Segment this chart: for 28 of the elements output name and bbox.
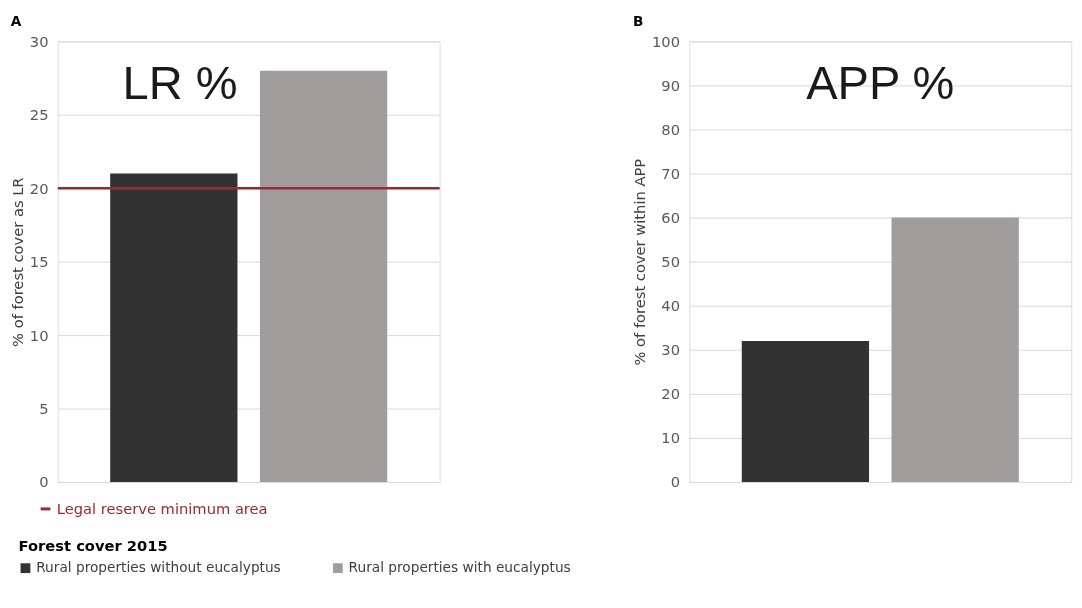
chart-subtitle: APP % — [806, 56, 955, 110]
y-tick-label: 80 — [661, 120, 681, 138]
y-tick-label: 40 — [661, 297, 681, 315]
y-tick-label: 20 — [29, 179, 49, 197]
y-tick-label: 50 — [661, 253, 681, 271]
y-tick-label: 30 — [29, 32, 49, 50]
y-tick-label: 0 — [39, 473, 49, 491]
chart-subtitle: LR % — [122, 56, 238, 110]
y-tick-label: 15 — [29, 253, 49, 271]
chart-title: A — [10, 12, 22, 29]
y-tick-label: 0 — [670, 473, 681, 491]
y-tick-label: 30 — [661, 341, 681, 359]
legend-title: Forest cover 2015 — [18, 536, 168, 554]
legend-label: Rural properties without eucalyptus — [36, 559, 281, 576]
y-tick-label: 5 — [39, 399, 49, 417]
y-tick-label: 100 — [652, 32, 681, 50]
chart-title: B — [632, 12, 644, 29]
y-tick-label: 20 — [661, 385, 681, 403]
y-axis-title: % of forest cover as LR — [8, 177, 26, 347]
y-tick-label: 70 — [661, 164, 681, 182]
y-tick-label: 60 — [661, 209, 681, 226]
y-tick-label: 90 — [661, 76, 681, 94]
legend-label: Rural properties with eucalyptus — [348, 559, 571, 576]
legend-label: Legal reserve minimum area — [56, 499, 268, 517]
y-tick-label: 25 — [29, 106, 49, 124]
y-axis-title: % of forest cover within APP — [631, 158, 649, 366]
y-tick-label: 10 — [661, 429, 681, 447]
y-tick-label: 10 — [29, 326, 49, 344]
